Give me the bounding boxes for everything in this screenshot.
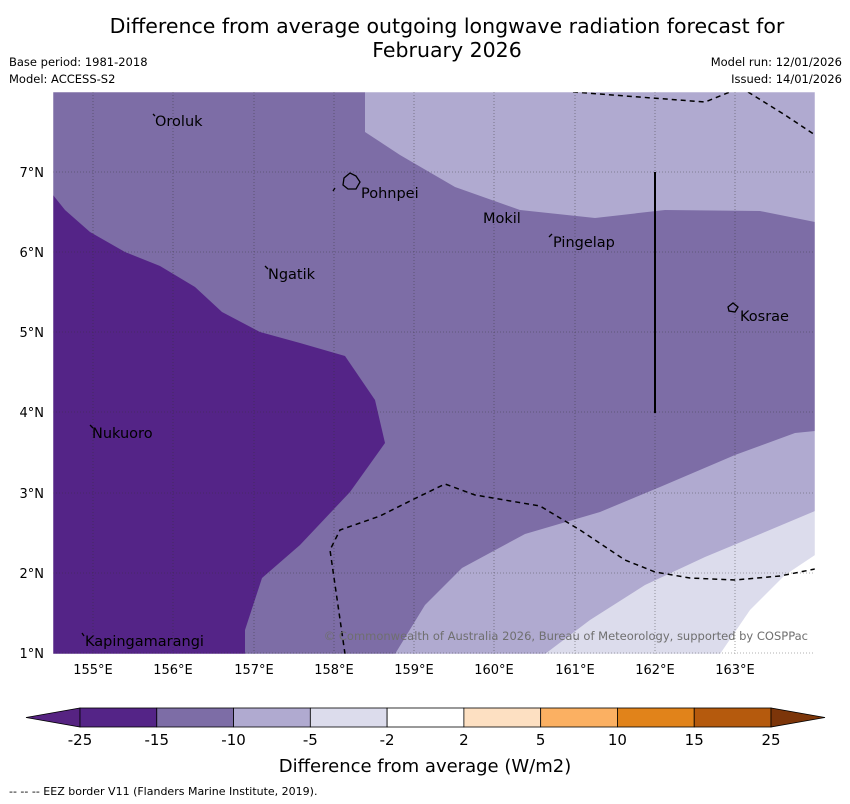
pohnpei-island-outline bbox=[342, 172, 361, 190]
longitude-tick-label: 156°E bbox=[153, 663, 193, 678]
meta-left: Base period: 1981-2018 Model: ACCESS-S2 bbox=[9, 54, 148, 88]
island-outlines bbox=[81, 113, 739, 637]
nukuoro-atoll bbox=[89, 424, 94, 429]
pohnpei-islet bbox=[332, 187, 336, 192]
map-frame bbox=[52, 91, 816, 655]
model-run: Model run: 12/01/2026 bbox=[710, 55, 842, 69]
longitude-tick-label: 158°E bbox=[314, 663, 354, 678]
latitude-tick-label: 6°N bbox=[20, 246, 45, 261]
kapingamarangi-atoll bbox=[81, 632, 85, 637]
eez-borders bbox=[329, 92, 815, 654]
map-title: Difference from average outgoing longwav… bbox=[0, 14, 850, 62]
pingelap-atoll bbox=[548, 233, 553, 238]
place-label-kosrae: Kosrae bbox=[740, 309, 789, 325]
place-labels: Oroluk Pohnpei Mokil Pingelap Ngatik Kos… bbox=[85, 114, 789, 650]
colorbar-tick: 15 bbox=[685, 731, 704, 749]
colorbar-tick: -2 bbox=[380, 731, 395, 749]
place-label-mokil: Mokil bbox=[483, 211, 521, 227]
colorbar-swatch bbox=[156, 707, 234, 728]
ngatik-atoll bbox=[264, 265, 269, 270]
colorbar: -25 -15 -10 -5 -2 2 5 10 15 25 Difference from av… bbox=[25, 707, 826, 777]
latitude-tick-label: 3°N bbox=[20, 487, 45, 502]
eez-legend-footer: -- -- -- EEZ border V11 (Flanders Marine… bbox=[9, 785, 318, 798]
colorbar-swatch bbox=[693, 707, 772, 728]
longitude-tick-label: 163°E bbox=[715, 663, 755, 678]
colorbar-tick-labels: -25 -15 -10 -5 -2 2 5 10 15 25 bbox=[68, 731, 781, 749]
place-label-nukuoro: Nukuoro bbox=[92, 426, 153, 442]
issued-date: Issued: 14/01/2026 bbox=[731, 72, 842, 86]
colorbar-tick: 5 bbox=[536, 731, 546, 749]
colorbar-swatch bbox=[617, 707, 695, 728]
colorbar-swatches bbox=[25, 707, 826, 728]
oroluk-atoll bbox=[152, 113, 156, 117]
place-label-kapingamarangi: Kapingamarangi bbox=[85, 634, 204, 650]
colorbar-swatch bbox=[386, 707, 465, 728]
colorbar-tick: -15 bbox=[145, 731, 170, 749]
colorbar-extend-low bbox=[25, 707, 81, 728]
longitude-tick-label: 161°E bbox=[555, 663, 595, 678]
longitude-tick-label: 162°E bbox=[635, 663, 675, 678]
longitude-tick-label: 155°E bbox=[73, 663, 113, 678]
colorbar-tick: -10 bbox=[221, 731, 246, 749]
colorbar-swatch bbox=[233, 707, 311, 728]
colorbar-swatch bbox=[463, 707, 542, 728]
latitude-tick-label: 7°N bbox=[20, 166, 45, 181]
colorbar-tick: 2 bbox=[459, 731, 469, 749]
place-label-ngatik: Ngatik bbox=[268, 267, 316, 283]
band-minus10-minus5-north bbox=[365, 92, 815, 222]
colorbar-tick: 25 bbox=[761, 731, 780, 749]
longitude-tick-label: 157°E bbox=[234, 663, 274, 678]
longitude-tick-label: 159°E bbox=[394, 663, 434, 678]
band-minus2-plus2 bbox=[720, 555, 815, 654]
colorbar-tick: -25 bbox=[68, 731, 93, 749]
model-name: Model: ACCESS-S2 bbox=[9, 72, 116, 86]
colorbar-swatch bbox=[79, 707, 158, 728]
colorbar-swatch bbox=[540, 707, 618, 728]
kosrae-island-outline bbox=[727, 302, 739, 313]
colorbar-tick: 10 bbox=[608, 731, 627, 749]
longitude-tick-label: 160°E bbox=[474, 663, 514, 678]
title-line-1: Difference from average outgoing longwav… bbox=[109, 14, 785, 38]
meta-right: Model run: 12/01/2026 Issued: 14/01/2026 bbox=[711, 54, 842, 88]
eez-border-northeast bbox=[747, 92, 815, 136]
colorbar-extend-high bbox=[770, 707, 826, 728]
base-period: Base period: 1981-2018 bbox=[9, 55, 148, 69]
place-label-pohnpei: Pohnpei bbox=[361, 186, 419, 202]
place-label-oroluk: Oroluk bbox=[155, 114, 203, 130]
latitude-tick-label: 1°N bbox=[20, 647, 45, 662]
band-minus25-minus15 bbox=[53, 195, 385, 654]
longitude-labels: 155°E 156°E 157°E 158°E 159°E 160°E 161°E 162°E… bbox=[73, 663, 755, 678]
eez-border-north bbox=[572, 92, 733, 103]
map-plot-area: Oroluk Pohnpei Mokil Pingelap Ngatik Kos… bbox=[53, 92, 815, 654]
copyright-notice: © Commonwealth of Australia 2026, Bureau… bbox=[324, 629, 808, 643]
title-line-2: February 2026 bbox=[372, 38, 522, 62]
colorbar-label: Difference from average (W/m2) bbox=[279, 756, 571, 777]
graticule bbox=[53, 92, 815, 654]
colorbar-swatch bbox=[309, 707, 388, 728]
colorbar-tick: -5 bbox=[303, 731, 318, 749]
latitude-tick-label: 2°N bbox=[20, 567, 45, 582]
latitude-tick-label: 5°N bbox=[20, 326, 45, 341]
latitude-labels: 7°N 6°N 5°N 4°N 3°N 2°N 1°N bbox=[20, 166, 45, 662]
place-label-pingelap: Pingelap bbox=[553, 235, 615, 251]
latitude-tick-label: 4°N bbox=[20, 406, 45, 421]
